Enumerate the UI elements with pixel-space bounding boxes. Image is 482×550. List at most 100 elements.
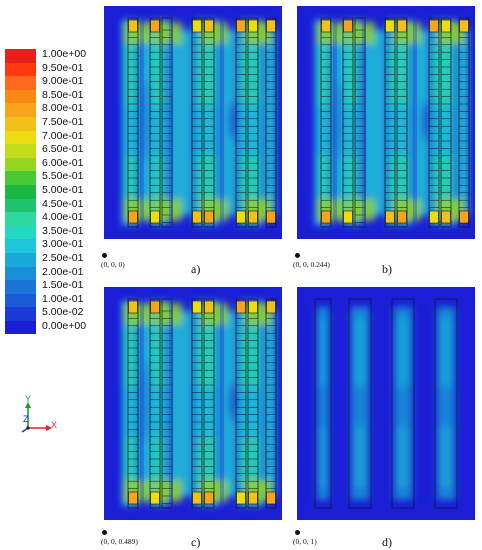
hot-cell — [236, 491, 246, 505]
legend-entry: 9.50e-01 — [5, 61, 84, 77]
legend-entry: 5.50e-01 — [5, 170, 83, 185]
rack-column — [191, 17, 203, 228]
legend-swatch — [5, 76, 36, 90]
contour-plot — [314, 298, 458, 509]
hot-cell — [248, 491, 258, 505]
legend-swatch — [5, 171, 36, 185]
contour-plot — [315, 17, 470, 228]
legend-entry: 1.00e-01 — [5, 293, 83, 308]
legend-label: 1.50e-01 — [42, 279, 84, 292]
legend-entry: 1.50e-01 — [5, 279, 84, 294]
legend-label: 6.50e-01 — [42, 143, 84, 156]
legend-entry: 6.00e-01 — [5, 157, 83, 172]
rack-column — [191, 298, 203, 509]
rack-column — [342, 17, 354, 228]
legend-label: 0.00e+00 — [42, 319, 87, 332]
legend-swatch — [5, 239, 36, 253]
hot-cell — [459, 210, 469, 224]
hot-cell — [343, 210, 353, 224]
legend-label: 5.00e-02 — [42, 306, 84, 319]
legend-entry: 1.00e+00 — [5, 48, 87, 63]
hot-cell — [204, 210, 214, 224]
hot-cell — [150, 491, 160, 505]
legend-swatch — [5, 252, 36, 267]
legend-entry: 4.00e-01 — [5, 211, 83, 226]
rack-column — [265, 17, 277, 228]
axis-x-label: X — [51, 420, 58, 430]
legend-entry: 4.50e-01 — [5, 198, 83, 213]
panel-a-origin — [102, 253, 107, 258]
hot-cell — [385, 19, 395, 33]
hot-cell — [248, 300, 258, 314]
legend-entry: 3.00e-01 — [5, 238, 83, 253]
flow-channel — [391, 298, 415, 509]
hot-cell — [385, 210, 395, 224]
hot-cell — [150, 300, 160, 314]
panel-b-origin — [295, 253, 300, 258]
legend-entry: 6.50e-01 — [5, 143, 84, 158]
rack-column — [354, 17, 366, 228]
legend-label: 1.00e+00 — [42, 48, 87, 60]
legend-label: 2.50e-01 — [42, 251, 84, 264]
contour-plot — [122, 298, 277, 509]
hot-cell — [236, 300, 246, 314]
legend-entry: 7.00e-01 — [5, 129, 84, 145]
legend-swatch — [5, 266, 36, 281]
hot-cell — [128, 300, 138, 314]
panel-a-coord: (0, 0, 0) — [101, 260, 125, 269]
panel-c-origin — [102, 530, 107, 535]
legend-entry: 2.00e-01 — [5, 265, 84, 281]
rack-column — [235, 17, 247, 228]
panel-d-label: d) — [382, 535, 392, 549]
hot-cell — [429, 210, 439, 224]
legend-swatch — [5, 293, 36, 308]
hot-cell — [397, 19, 407, 33]
hot-cell — [441, 210, 451, 224]
panel-a-label: a) — [191, 262, 201, 276]
hot-cell — [192, 19, 202, 33]
panel-c-label: c) — [191, 535, 201, 549]
legend-label: 3.50e-01 — [42, 224, 84, 237]
legend-swatch — [5, 49, 36, 63]
panel-b-coord: (0, 0, 0.244) — [293, 260, 330, 269]
hot-cell — [204, 491, 214, 505]
legend-swatch — [5, 103, 36, 117]
legend-entry: 3.50e-01 — [5, 224, 84, 240]
rack-column — [161, 17, 173, 228]
hot-cell — [204, 300, 214, 314]
legend-label: 2.00e-01 — [42, 265, 84, 278]
rack-column — [247, 17, 259, 228]
hot-cell — [128, 19, 138, 33]
flow-channel — [434, 298, 458, 509]
legend-entry: 5.00e-02 — [5, 306, 84, 321]
hot-cell — [128, 210, 138, 224]
legend-label: 7.00e-01 — [42, 129, 84, 142]
legend-swatch — [5, 130, 36, 145]
legend-swatch — [5, 62, 36, 77]
flow-channel — [348, 298, 372, 509]
legend-swatch — [5, 157, 36, 172]
hot-cell — [204, 19, 214, 33]
legend-entry: 5.00e-01 — [5, 184, 83, 199]
legend-swatch — [5, 184, 36, 199]
legend-swatch — [5, 225, 36, 240]
legend-label: 9.50e-01 — [42, 61, 84, 74]
legend-label: 8.00e-01 — [42, 102, 84, 115]
axis-triad: Y Z X — [20, 394, 60, 436]
legend-entry: 9.00e-01 — [5, 75, 83, 90]
hot-cell — [150, 210, 160, 224]
hot-cell — [266, 210, 276, 224]
hot-cell — [192, 210, 202, 224]
hot-cell — [192, 491, 202, 505]
hot-cell — [248, 19, 258, 33]
legend-entry: 7.50e-01 — [5, 116, 83, 131]
contour-panel-c — [104, 287, 282, 520]
hot-cell — [236, 210, 246, 224]
hot-cell — [192, 300, 202, 314]
legend-entry: 8.00e-01 — [5, 102, 84, 117]
legend-swatch — [5, 280, 36, 294]
panel-d-coord: (0, 0, 1) — [293, 537, 317, 546]
hot-cell — [321, 19, 331, 33]
legend-swatch — [5, 307, 36, 321]
hot-cell — [266, 491, 276, 505]
